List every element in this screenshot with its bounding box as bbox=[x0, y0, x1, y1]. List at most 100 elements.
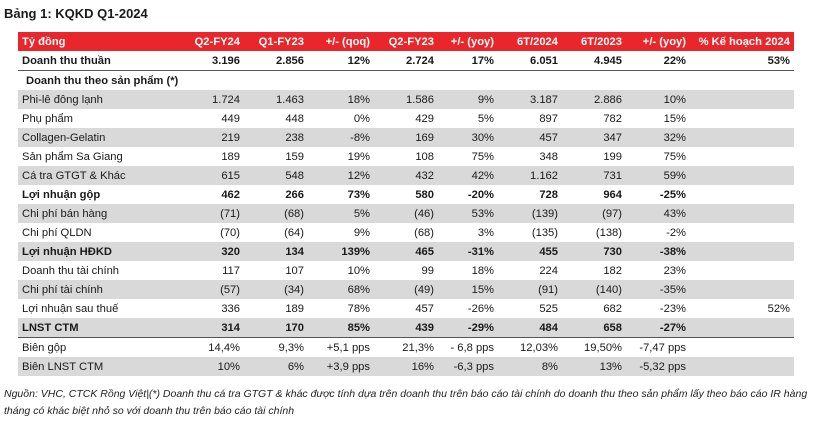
row-cell: -7,47 pps bbox=[626, 337, 690, 357]
row-cell: 189 bbox=[221, 150, 240, 163]
row-cell: 548 bbox=[244, 166, 308, 185]
row-label: Collagen-Gelatin bbox=[18, 128, 178, 147]
table-row: Lợi nhuận sau thuế 336 189 78% 457 -26% 525 682… bbox=[18, 299, 794, 318]
row-label: Phụ phẩm bbox=[22, 112, 73, 125]
row-cell: (68) bbox=[414, 226, 434, 239]
row-cell: +3,9 pps bbox=[308, 357, 374, 376]
row-cell: 10% bbox=[178, 357, 244, 376]
row-label: Lợi nhuận gộp bbox=[22, 188, 101, 201]
row-label: Biên gộp bbox=[18, 337, 178, 357]
row-cell bbox=[690, 261, 794, 280]
row-cell: 53% bbox=[438, 204, 498, 223]
table-header-row: Tỷ đồng Q2-FY24 Q1-FY23 +/- (qoq) Q2-FY2… bbox=[18, 32, 794, 51]
row-label: Doanh thu tài chính bbox=[22, 264, 120, 277]
row-label: Biên LNST CTM bbox=[18, 357, 178, 376]
row-label: Phi-lê đông lạnh bbox=[18, 90, 178, 109]
row-cell: 189 bbox=[285, 302, 304, 315]
table-row: Biên LNST CTM 10% 6% +3,9 pps 16% -6,3 pps 8% 1… bbox=[18, 357, 794, 376]
row-label: Cá tra GTGT & Khác bbox=[18, 166, 178, 185]
row-cell: 108 bbox=[415, 150, 434, 163]
table-row: Lợi nhuận HĐKD 320 134 139% 465 -31% 455 730 -38… bbox=[18, 242, 794, 261]
row-cell: 1.724 bbox=[178, 90, 244, 109]
row-cell: 68% bbox=[308, 280, 374, 299]
row-cell bbox=[562, 71, 626, 91]
row-cell bbox=[626, 71, 690, 91]
table-row: Doanh thu thuần 3.196 2.856 12% 2.724 17% 6.05… bbox=[18, 51, 794, 71]
row-cell bbox=[178, 71, 244, 91]
row-cell: 348 bbox=[539, 150, 558, 163]
row-cell bbox=[690, 109, 794, 128]
row-cell: 10% bbox=[626, 90, 690, 109]
row-cell: 23% bbox=[663, 264, 686, 277]
row-cell: (139) bbox=[498, 204, 562, 223]
row-cell: 457 bbox=[415, 302, 434, 315]
row-cell: 22% bbox=[626, 51, 690, 71]
row-cell: 15% bbox=[438, 280, 498, 299]
row-cell: -26% bbox=[467, 302, 494, 315]
row-cell bbox=[244, 71, 308, 91]
row-cell: 782 bbox=[603, 112, 622, 125]
row-cell: -5,32 pps bbox=[626, 357, 690, 376]
row-cell: 85% bbox=[308, 318, 374, 338]
row-cell: (140) bbox=[562, 280, 626, 299]
row-cell: (138) bbox=[595, 226, 622, 239]
row-cell bbox=[308, 71, 374, 91]
row-cell bbox=[690, 90, 794, 109]
row-cell bbox=[690, 71, 794, 91]
row-cell bbox=[690, 357, 794, 376]
row-cell: 897 bbox=[539, 112, 558, 125]
row-cell: 731 bbox=[562, 166, 626, 185]
row-cell: 320 bbox=[178, 242, 244, 261]
table-row: Chi phí QLDN (70) (64) 9% (68) 3% (135) (138) -2… bbox=[18, 223, 794, 242]
row-cell: 238 bbox=[244, 128, 308, 147]
row-cell: 9% bbox=[438, 90, 498, 109]
header-cell: Q2-FY24 bbox=[178, 32, 244, 51]
row-cell: (68) bbox=[244, 204, 308, 223]
row-label: LNST CTM bbox=[18, 318, 178, 338]
row-cell: 2.856 bbox=[244, 51, 308, 71]
row-cell: 580 bbox=[415, 188, 434, 201]
row-cell: 32% bbox=[626, 128, 690, 147]
row-cell: 19% bbox=[347, 150, 370, 163]
header-cell: +/- (yoy) bbox=[438, 32, 498, 51]
header-cell: +/- (qoq) bbox=[308, 32, 374, 51]
table-row: Cá tra GTGT & Khác 615 548 12% 432 42% 1.162 73… bbox=[18, 166, 794, 185]
row-cell: 16% bbox=[374, 357, 438, 376]
header-cell: Tỷ đồng bbox=[18, 32, 178, 51]
table-row: Chi phí tài chính (57) (34) 68% (49) 15% (91)(… bbox=[18, 280, 794, 299]
row-cell: 12,03% bbox=[498, 337, 562, 357]
header-cell: Q2-FY23 bbox=[374, 32, 438, 51]
row-cell: 730 bbox=[562, 242, 626, 261]
table-row: Biên gộp 14,4% 9,3% +5,1 pps 21,3% - 6,8 pps 1… bbox=[18, 337, 794, 357]
row-cell: 457 bbox=[498, 128, 562, 147]
row-cell: (49) bbox=[374, 280, 438, 299]
row-cell: 13% bbox=[562, 357, 626, 376]
row-cell: 8% bbox=[498, 357, 562, 376]
row-cell: 169 bbox=[374, 128, 438, 147]
row-label: Chi phí QLDN bbox=[22, 226, 92, 239]
row-cell: 347 bbox=[562, 128, 626, 147]
row-cell: (71) bbox=[178, 204, 244, 223]
table-row: Doanh thu theo sản phẩm (*) bbox=[18, 71, 794, 91]
row-cell: 615 bbox=[178, 166, 244, 185]
row-cell: 336 bbox=[221, 302, 240, 315]
row-cell: 73% bbox=[347, 188, 370, 201]
row-cell: 3% bbox=[477, 226, 494, 239]
row-cell: 170 bbox=[244, 318, 308, 338]
row-cell: 199 bbox=[603, 150, 622, 163]
row-cell: 455 bbox=[498, 242, 562, 261]
row-cell: +5,1 pps bbox=[308, 337, 374, 357]
row-cell: -23% bbox=[659, 302, 686, 315]
row-cell: (34) bbox=[244, 280, 308, 299]
row-cell: -38% bbox=[626, 242, 690, 261]
row-cell: -8% bbox=[308, 128, 374, 147]
row-cell: 21,3% bbox=[374, 337, 438, 357]
row-cell: (97) bbox=[562, 204, 626, 223]
row-cell: 42% bbox=[438, 166, 498, 185]
table-row: Phi-lê đông lạnh 1.724 1.463 18% 1.586 9% 3.18… bbox=[18, 90, 794, 109]
table-row: Lợi nhuận gộp 462 266 73% 580 -20% 728 964 -25% bbox=[18, 185, 794, 204]
row-cell: -35% bbox=[626, 280, 690, 299]
row-label: Lợi nhuận sau thuế bbox=[22, 302, 119, 315]
row-cell: 449 bbox=[221, 112, 240, 125]
row-cell: 266 bbox=[285, 188, 304, 201]
